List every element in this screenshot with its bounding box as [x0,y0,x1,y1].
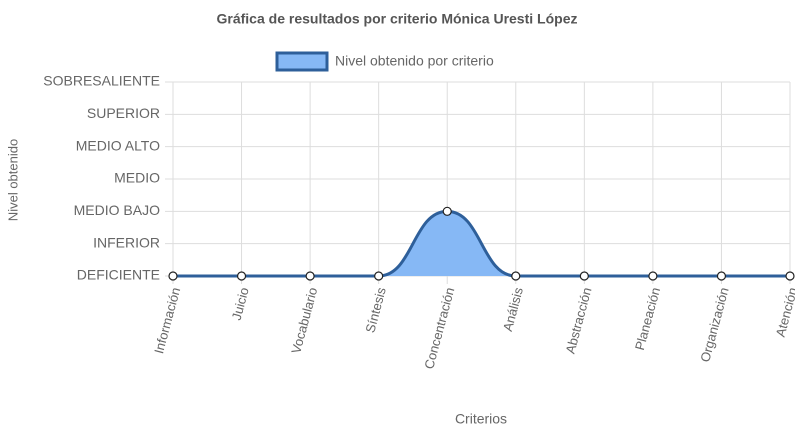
point [374,271,384,281]
x-tick-label: Organización [697,286,731,364]
x-tick-label: Información [151,286,183,355]
point [785,271,795,281]
legend-label: Nivel obtenido por criterio [335,53,494,69]
chart-title: Gráfica de resultados por criterio Mónic… [217,11,578,27]
x-tick-label: Vocabulario [288,286,320,356]
y-tick-label: MEDIO BAJO [74,202,160,218]
x-tick-label: Juicio [229,286,252,322]
y-axis-title: Nivel obtenido [5,139,20,221]
x-tick-label: Abstracción [562,286,594,355]
point [305,271,315,281]
y-tick-label: SOBRESALIENTE [43,73,160,89]
x-tick-label: Concentración [421,286,457,371]
x-tick-label: Análisis [500,285,526,333]
y-tick-label: MEDIO [114,170,160,186]
point [511,271,521,281]
x-axis-title: Criterios [455,411,507,427]
legend-swatch [275,51,329,72]
area [173,211,790,276]
line [173,209,790,278]
point [579,271,589,281]
y-tick-label: DEFICIENTE [77,267,160,283]
point [648,271,658,281]
point [168,271,178,281]
point [716,271,727,281]
point [236,271,247,281]
x-tick-label: Síntesis [362,285,389,334]
x-tick-label: Planeación [632,286,663,352]
point [442,206,452,216]
y-tick-label: INFERIOR [93,234,160,250]
x-tick-label: Atención [773,286,795,339]
y-tick-label: SUPERIOR [87,105,160,121]
y-tick-label: MEDIO ALTO [76,137,160,153]
